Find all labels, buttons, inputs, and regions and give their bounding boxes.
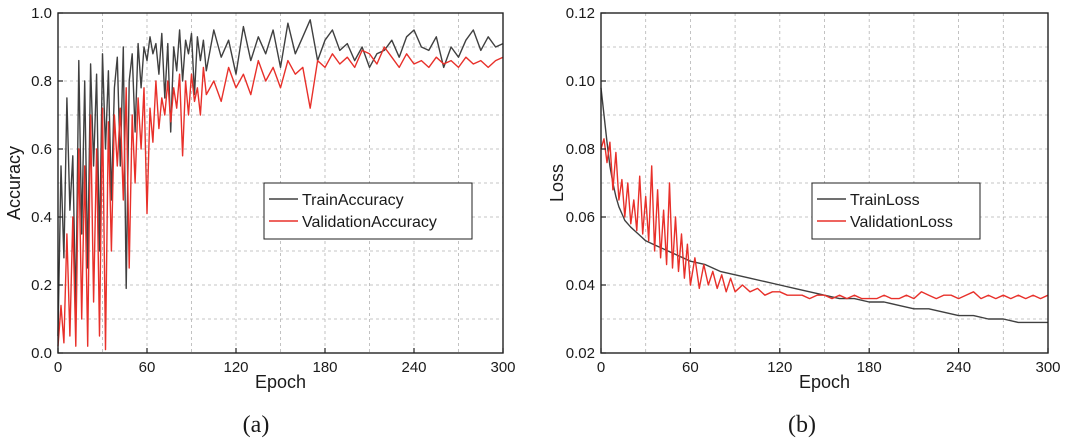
x-tick-label: 180 (312, 359, 337, 376)
y-tick-label: 0.4 (31, 209, 52, 226)
legend-label-train-loss: TrainLoss (850, 192, 920, 209)
x-tick-label: 180 (857, 359, 882, 376)
y-tick-label: 0.04 (566, 277, 595, 294)
panel-label: (a) (243, 412, 270, 438)
y-tick-label: 0.08 (566, 141, 595, 158)
x-tick-label: 300 (1035, 359, 1060, 376)
legend: TrainAccuracy ValidationAccuracy (263, 182, 473, 240)
series-line-validationaccuracy (57, 46, 504, 351)
plot-frame (600, 12, 1049, 354)
y-tick-label: 0.0 (31, 345, 52, 362)
panel-label: (b) (788, 412, 816, 438)
x-axis-label: Epoch (255, 372, 306, 392)
legend-label-train-accuracy: TrainAccuracy (302, 192, 404, 209)
legend-label-validation-loss: ValidationLoss (850, 214, 953, 231)
y-axis-label: Loss (547, 164, 567, 202)
x-tick-label: 120 (767, 359, 792, 376)
series-line-trainloss (600, 87, 1048, 324)
y-tick-label: 0.2 (31, 277, 52, 294)
chart-panel-loss: 0 60 120 180 240 3000.020.040.060.080.100.12 … (547, 5, 1061, 438)
x-axis-label: Epoch (799, 372, 850, 392)
y-tick-label: 1.0 (31, 5, 52, 22)
legend-label-validation-accuracy: ValidationAccuracy (302, 214, 437, 231)
y-tick-label: 0.06 (566, 209, 595, 226)
y-axis-label: Accuracy (4, 146, 24, 220)
series-line-trainaccuracy (57, 19, 504, 337)
legend-box (811, 182, 981, 240)
x-tick-label: 0 (597, 359, 605, 376)
y-tick-label: 0.02 (566, 345, 595, 362)
x-tick-label: 240 (946, 359, 971, 376)
series-line-validationloss (600, 138, 1049, 300)
plot-frame (57, 12, 504, 354)
x-tick-label: 60 (682, 359, 699, 376)
y-tick-label: 0.6 (31, 141, 52, 158)
x-tick-label: 120 (223, 359, 248, 376)
y-tick-label: 0.8 (31, 73, 52, 90)
y-tick-label: 0.12 (566, 5, 595, 22)
x-tick-label: 300 (490, 359, 515, 376)
y-tick-label: 0.10 (566, 73, 595, 90)
x-tick-label: 0 (54, 359, 62, 376)
legend-box (263, 182, 473, 240)
legend: TrainLoss ValidationLoss (811, 182, 981, 240)
x-tick-label: 60 (139, 359, 156, 376)
x-tick-label: 240 (401, 359, 426, 376)
